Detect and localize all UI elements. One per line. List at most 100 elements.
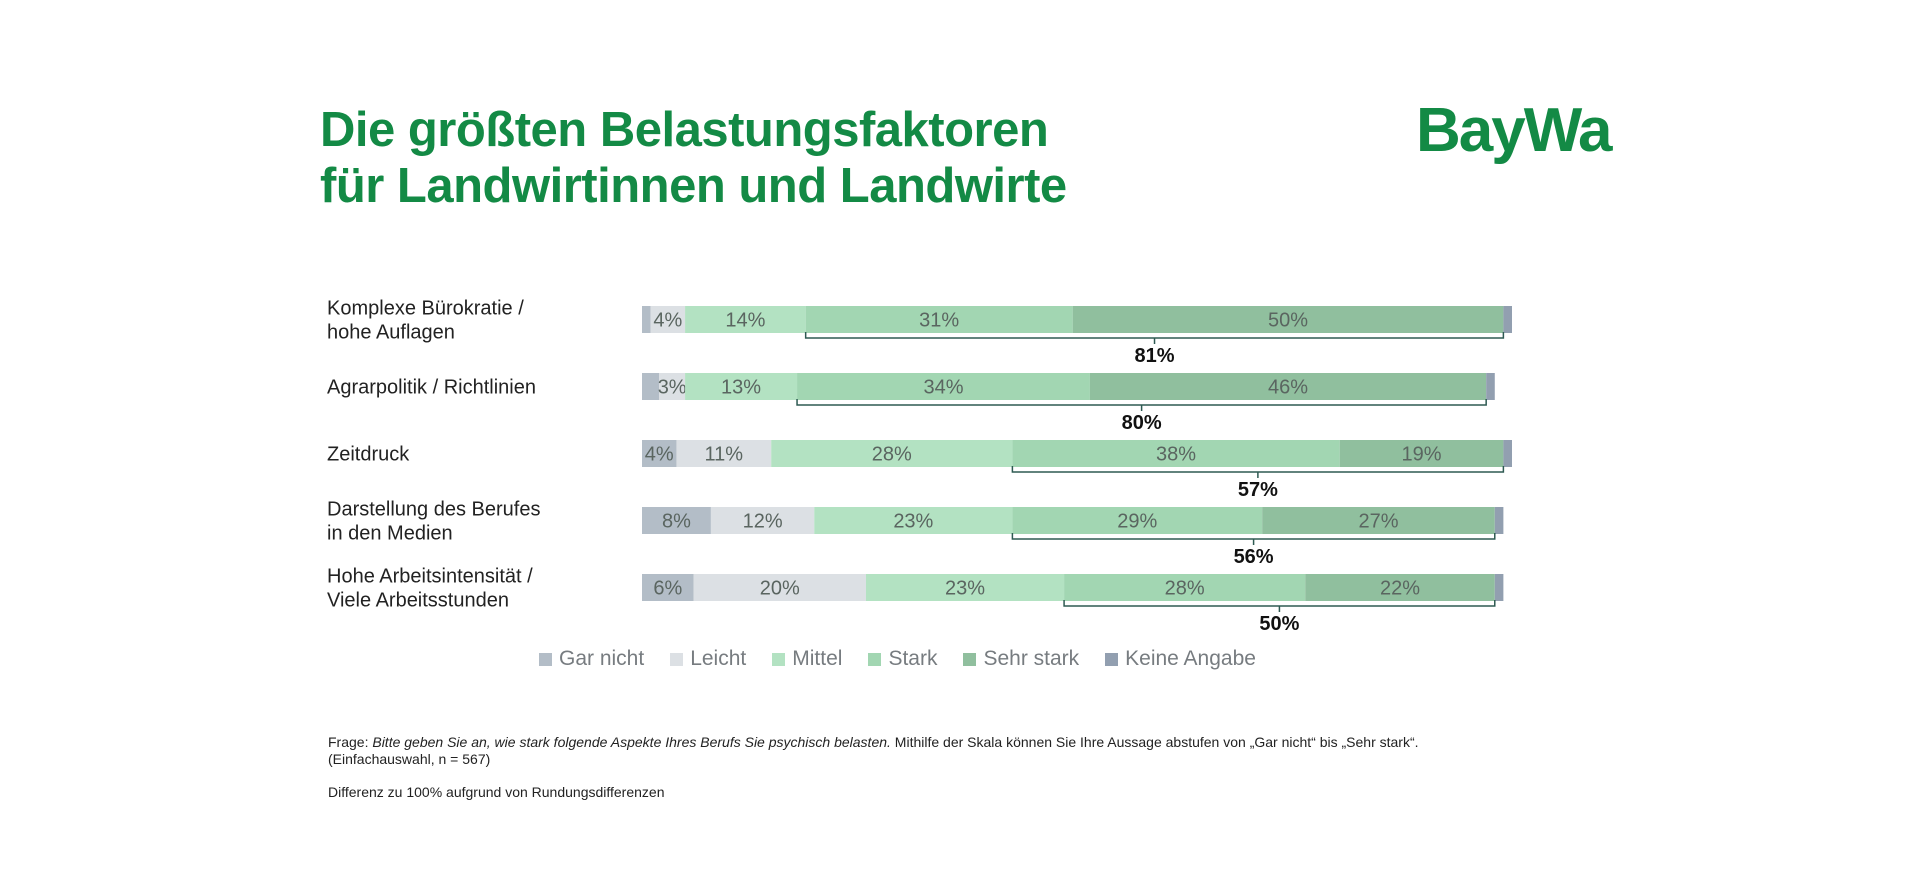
category-label: Hohe Arbeitsintensität / bbox=[327, 566, 533, 588]
footnote-sample: (Einfachauswahl, n = 567) bbox=[328, 751, 491, 767]
footnote-suffix: Mithilfe der Skala können Sie Ihre Aussa… bbox=[890, 734, 1419, 750]
bar-segment bbox=[693, 574, 866, 601]
footnote: Frage: Bitte geben Sie an, wie stark fol… bbox=[328, 734, 1628, 768]
segment-label: 23% bbox=[945, 578, 985, 600]
total-label: 56% bbox=[1234, 546, 1274, 568]
segment-label: 8% bbox=[662, 511, 691, 533]
legend-swatch bbox=[963, 652, 977, 666]
segment-label: 20% bbox=[760, 578, 800, 600]
legend-label: Sehr stark bbox=[983, 647, 1080, 670]
category-label: Komplexe Bürokratie / bbox=[327, 298, 524, 320]
legend-swatch bbox=[670, 652, 684, 666]
category-label: Darstellung des Berufes bbox=[327, 499, 540, 521]
bar-segment bbox=[642, 373, 660, 400]
bar-segment bbox=[1494, 574, 1504, 601]
footnote-prefix: Frage: bbox=[328, 734, 373, 750]
footnote-question-text: Bitte geben Sie an, wie stark folgende A… bbox=[372, 734, 891, 750]
segment-label: 12% bbox=[743, 511, 783, 533]
segment-label: 4% bbox=[645, 444, 674, 466]
segment-label: 19% bbox=[1402, 444, 1442, 466]
category-label: in den Medien bbox=[327, 523, 453, 545]
bar-segment bbox=[710, 507, 815, 534]
segment-label: 6% bbox=[653, 578, 682, 600]
total-bracket bbox=[796, 399, 1487, 411]
legend-item: Mittel bbox=[772, 647, 842, 671]
legend-item: Leicht bbox=[670, 647, 746, 671]
bar-segment bbox=[650, 306, 686, 333]
segment-label: 13% bbox=[721, 377, 761, 399]
bar-segment bbox=[797, 373, 1090, 400]
bar-segment bbox=[814, 507, 1013, 534]
segment-label: 27% bbox=[1358, 511, 1398, 533]
segment-label: 31% bbox=[919, 310, 959, 332]
bar-segment bbox=[1494, 507, 1504, 534]
legend-swatch bbox=[1105, 652, 1119, 666]
segment-label: 23% bbox=[893, 511, 933, 533]
bar-segment bbox=[642, 306, 651, 333]
bar-segment bbox=[676, 440, 772, 467]
legend-item: Stark bbox=[868, 647, 937, 671]
title-line-1: Die größten Belastungsfaktoren bbox=[320, 103, 1049, 157]
segment-label: 4% bbox=[653, 310, 682, 332]
total-bracket bbox=[1011, 466, 1505, 478]
legend-swatch bbox=[868, 652, 882, 666]
legend-item: Gar nicht bbox=[539, 647, 644, 671]
category-label: Agrarpolitik / Richtlinien bbox=[327, 377, 536, 399]
total-label: 81% bbox=[1135, 345, 1175, 367]
segment-label: 50% bbox=[1268, 310, 1308, 332]
bar-segment bbox=[1262, 507, 1495, 534]
total-label: 57% bbox=[1238, 479, 1278, 501]
bar-segment bbox=[1064, 574, 1306, 601]
legend-item: Sehr stark bbox=[963, 647, 1079, 671]
segment-label: 38% bbox=[1156, 444, 1196, 466]
bar-segment bbox=[642, 574, 694, 601]
total-bracket bbox=[1063, 600, 1496, 612]
bar-segment bbox=[685, 306, 806, 333]
total-label: 80% bbox=[1122, 412, 1162, 434]
baywa-logo: BayWa bbox=[1416, 96, 1612, 165]
bar-segment bbox=[1305, 574, 1495, 601]
segment-label: 29% bbox=[1117, 511, 1157, 533]
total-bracket bbox=[804, 332, 1505, 344]
bar-segment bbox=[642, 440, 677, 467]
category-label: Zeitdruck bbox=[327, 444, 410, 466]
segment-label: 22% bbox=[1380, 578, 1420, 600]
bar-segment bbox=[685, 373, 798, 400]
title-line-2: für Landwirtinnen und Landwirte bbox=[320, 159, 1067, 213]
segment-label: 11% bbox=[705, 444, 744, 466]
bar-segment bbox=[659, 373, 686, 400]
segment-label: 28% bbox=[872, 444, 912, 466]
legend-label: Stark bbox=[888, 647, 938, 670]
category-label: Viele Arbeitsstunden bbox=[327, 590, 509, 612]
bar-segment bbox=[865, 574, 1065, 601]
bar-segment bbox=[1486, 373, 1495, 400]
bar-segment bbox=[771, 440, 1013, 467]
bar-segment bbox=[805, 306, 1073, 333]
footnote-question: Frage: Bitte geben Sie an, wie stark fol… bbox=[328, 734, 1628, 751]
total-label: 50% bbox=[1259, 613, 1299, 635]
segment-label: 3% bbox=[658, 377, 687, 399]
bar-segment bbox=[1503, 440, 1512, 467]
chart-title: Die größten Belastungsfaktoren für Landw… bbox=[320, 102, 1067, 214]
legend-swatch bbox=[772, 652, 786, 666]
segment-label: 34% bbox=[923, 377, 963, 399]
legend-label: Gar nicht bbox=[559, 647, 645, 670]
legend-label: Keine Angabe bbox=[1125, 647, 1256, 670]
bar-segment bbox=[1012, 507, 1263, 534]
segment-label: 28% bbox=[1165, 578, 1205, 600]
segment-label: 46% bbox=[1268, 377, 1308, 399]
bar-segment bbox=[1503, 306, 1512, 333]
legend-swatch bbox=[539, 652, 552, 666]
bar-segment bbox=[642, 507, 711, 534]
bar-segment bbox=[1339, 440, 1504, 467]
bar-segment bbox=[1072, 306, 1504, 333]
legend: Gar nicht Leicht Mittel Stark Sehr stark Kein… bbox=[539, 647, 1256, 671]
total-bracket bbox=[1011, 533, 1496, 545]
segment-label: 14% bbox=[725, 310, 765, 332]
bar-segment bbox=[1012, 440, 1340, 467]
category-label: hohe Auflagen bbox=[327, 322, 455, 344]
legend-item: Keine Angabe bbox=[1105, 647, 1256, 671]
rounding-note: Differenz zu 100% aufgrund von Rundungsd… bbox=[328, 784, 665, 800]
legend-label: Mittel bbox=[792, 647, 843, 670]
